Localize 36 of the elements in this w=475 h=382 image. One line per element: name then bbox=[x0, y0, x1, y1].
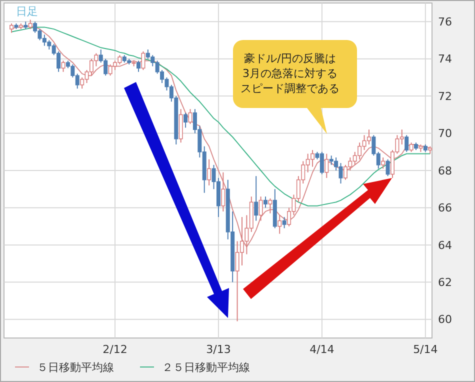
y-tick-label: 74 bbox=[438, 52, 452, 66]
y-tick-label: 72 bbox=[438, 90, 452, 103]
candlestick bbox=[268, 198, 272, 214]
y-tick-label: 62 bbox=[438, 276, 452, 290]
candlestick bbox=[258, 196, 263, 222]
x-tick-label: 2/12 bbox=[102, 343, 128, 356]
y-tick-label: 68 bbox=[438, 164, 452, 178]
candlestick bbox=[188, 108, 192, 124]
legend-label: ５日移動平均線 bbox=[37, 360, 114, 374]
candlestick bbox=[278, 214, 282, 234]
candlestick bbox=[141, 50, 146, 70]
x-tick-label: 3/13 bbox=[206, 343, 231, 356]
candlestick bbox=[136, 60, 141, 72]
legend-label: ２５日移動平均線 bbox=[162, 360, 250, 374]
candlestick bbox=[184, 112, 188, 128]
x-tick-label: 5/14 bbox=[413, 343, 438, 356]
y-tick-label: 64 bbox=[438, 238, 452, 252]
candlestick bbox=[366, 129, 371, 145]
candlestick bbox=[381, 156, 386, 170]
candlestick bbox=[254, 176, 258, 222]
candlestick bbox=[282, 216, 286, 229]
y-tick-label: 66 bbox=[438, 202, 452, 215]
candlestick bbox=[221, 172, 226, 212]
candlestick bbox=[264, 196, 268, 208]
y-tick-label: 76 bbox=[438, 15, 452, 28]
x-tick-label: 4/14 bbox=[310, 343, 334, 356]
y-tick-label: 70 bbox=[438, 127, 452, 140]
candlestick bbox=[386, 158, 390, 177]
candlestick bbox=[404, 134, 409, 152]
candlestick bbox=[207, 158, 212, 186]
candlestick bbox=[61, 60, 66, 72]
candlestick bbox=[409, 142, 414, 152]
y-tick-label: 60 bbox=[438, 313, 452, 326]
chart-title: 日足 bbox=[16, 5, 38, 18]
annotation: 豪ドル/円の反騰は3月の急落に対するスピード調整である bbox=[240, 52, 340, 95]
candlestick bbox=[324, 153, 329, 178]
